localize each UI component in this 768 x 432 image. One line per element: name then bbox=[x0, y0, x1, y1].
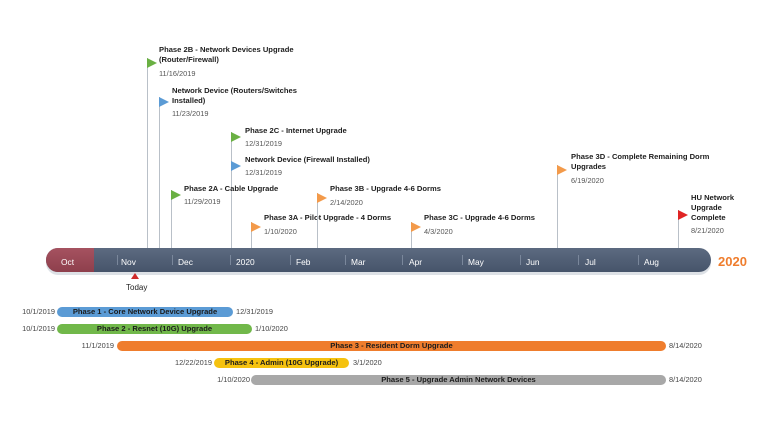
milestone-title: Network Device (Firewall Installed) bbox=[245, 155, 370, 164]
flag-icon bbox=[317, 193, 327, 203]
month-tick bbox=[462, 255, 463, 265]
month-label: Aug bbox=[644, 257, 659, 267]
month-label: Dec bbox=[178, 257, 193, 267]
task-start-date: 12/22/2019 bbox=[175, 358, 212, 367]
milestone-title: Phase 2C - Internet Upgrade bbox=[245, 126, 347, 135]
month-label: Feb bbox=[296, 257, 311, 267]
milestone-title: Phase 3A - Pilot Upgrade - 4 Dorms bbox=[264, 213, 392, 222]
timeline-bar bbox=[46, 248, 711, 272]
month-tick bbox=[578, 255, 579, 265]
month-label: Jun bbox=[526, 257, 540, 267]
milestone-date: 11/23/2019 bbox=[172, 109, 209, 118]
month-tick bbox=[520, 255, 521, 265]
today-label: Today bbox=[126, 283, 148, 292]
milestone-date: 8/21/2020 bbox=[691, 226, 724, 235]
task-start-date: 1/10/2020 bbox=[217, 375, 250, 384]
month-label: Oct bbox=[61, 257, 75, 267]
milestone-date: 11/16/2019 bbox=[159, 69, 196, 78]
task-bar: Phase 4 - Admin (10G Upgrade) bbox=[214, 358, 349, 368]
task-bar: Phase 5 - Upgrade Admin Network Devices bbox=[251, 375, 666, 385]
task-end-date: 1/10/2020 bbox=[255, 324, 288, 333]
month-tick bbox=[290, 255, 291, 265]
milestone-title: Phase 3C - Upgrade 4-6 Dorms bbox=[424, 213, 535, 222]
month-label: Mar bbox=[351, 257, 366, 267]
flag-icon bbox=[678, 210, 688, 220]
month-tick bbox=[345, 255, 346, 265]
month-label: Apr bbox=[409, 257, 423, 267]
task-bar: Phase 1 - Core Network Device Upgrade bbox=[57, 307, 233, 317]
month-label: Nov bbox=[121, 257, 136, 267]
flag-icon bbox=[159, 97, 169, 107]
task-start-date: 10/1/2019 bbox=[22, 324, 55, 333]
flag-icon bbox=[231, 161, 241, 171]
month-tick bbox=[117, 255, 118, 265]
task-end-date: 12/31/2019 bbox=[236, 307, 273, 316]
milestone-title: Network Device (Routers/Switches Installe… bbox=[172, 86, 297, 105]
task-start-date: 11/1/2019 bbox=[81, 341, 114, 350]
today-marker-icon bbox=[131, 273, 139, 279]
flag-icon bbox=[171, 190, 181, 200]
month-tick bbox=[402, 255, 403, 265]
milestone-date: 2/14/2020 bbox=[330, 198, 363, 207]
flag-icon bbox=[231, 132, 241, 142]
month-label: 2020 bbox=[236, 257, 255, 267]
month-tick bbox=[172, 255, 173, 265]
flag-icon bbox=[411, 222, 421, 232]
milestone-title: Phase 3D - Complete Remaining Dorm Upgrad… bbox=[571, 152, 710, 171]
milestone-date: 1/10/2020 bbox=[264, 227, 297, 236]
task-start-date: 10/1/2019 bbox=[22, 307, 55, 316]
milestone-date: 4/3/2020 bbox=[424, 227, 453, 236]
milestone-title: Phase 2B - Network Devices Upgrade (Route… bbox=[159, 45, 294, 64]
timeline-elapsed-segment bbox=[46, 248, 94, 272]
task-end-date: 8/14/2020 bbox=[669, 341, 702, 350]
task-bar: Phase 2 - Resnet (10G) Upgrade bbox=[57, 324, 252, 334]
month-tick bbox=[638, 255, 639, 265]
milestone-date: 12/31/2019 bbox=[245, 168, 282, 177]
milestone-date: 11/29/2019 bbox=[184, 197, 221, 206]
task-end-date: 3/1/2020 bbox=[353, 358, 382, 367]
flag-icon bbox=[147, 58, 157, 68]
task-bar: Phase 3 - Resident Dorm Upgrade bbox=[117, 341, 666, 351]
flag-icon bbox=[251, 222, 261, 232]
task-end-date: 8/14/2020 bbox=[669, 375, 702, 384]
milestone-title: HU Network Upgrade Complete bbox=[691, 193, 735, 222]
milestone-title: Phase 2A - Cable Upgrade bbox=[184, 184, 279, 193]
month-label: Jul bbox=[585, 257, 596, 267]
milestone-date: 6/19/2020 bbox=[571, 176, 604, 185]
year-end-label: 2020 bbox=[718, 254, 747, 269]
milestone-title: Phase 3B - Upgrade 4-6 Dorms bbox=[330, 184, 441, 193]
month-label: May bbox=[468, 257, 484, 267]
flag-icon bbox=[557, 165, 567, 175]
month-tick bbox=[230, 255, 231, 265]
milestone-date: 12/31/2019 bbox=[245, 139, 282, 148]
